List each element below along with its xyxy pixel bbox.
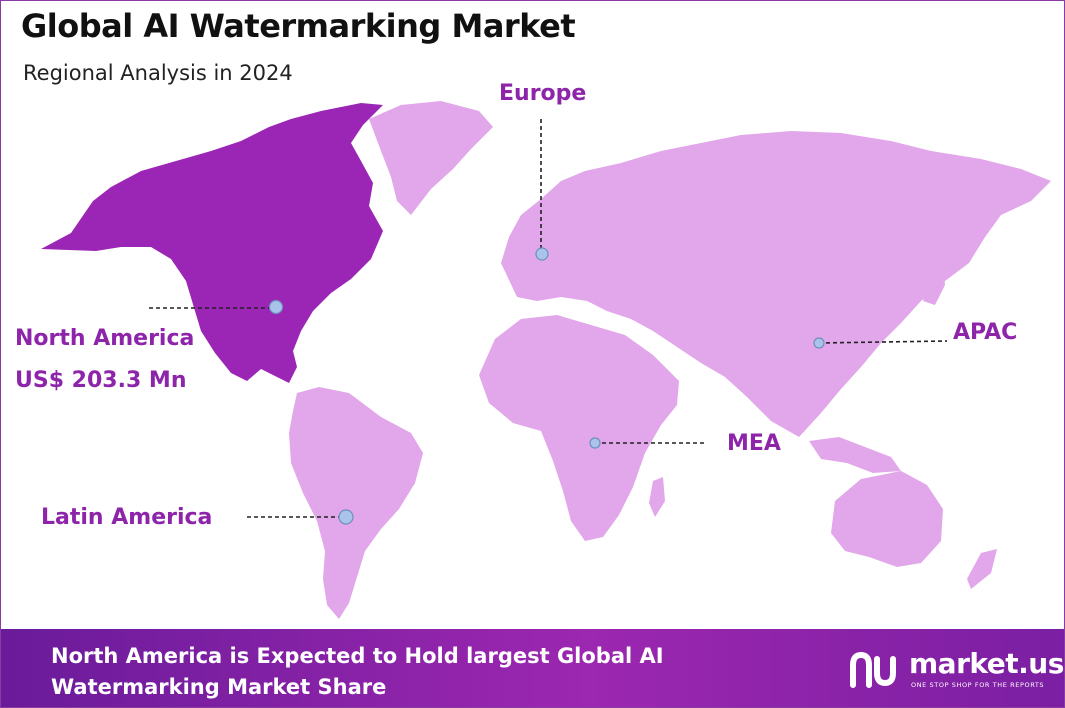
market-us-logo-icon [850, 651, 896, 688]
page-subtitle: Regional Analysis in 2024 [23, 61, 293, 85]
apac-marker [813, 337, 825, 349]
mea-label: MEA [727, 431, 781, 456]
africa-region [479, 315, 679, 541]
mea-marker [589, 437, 601, 449]
latin-america-marker [338, 509, 354, 525]
japan-region [923, 263, 945, 305]
europe-marker [535, 247, 549, 261]
apac-label: APAC [953, 320, 1018, 345]
north-america-marker [268, 299, 284, 315]
greenland-region [369, 101, 493, 215]
europe-label: Europe [499, 81, 587, 106]
apac-connector [818, 340, 948, 344]
north-america-value: US$ 203.3 Mn [15, 368, 187, 393]
new-zealand-region [967, 549, 997, 589]
latin-america-region [289, 387, 423, 619]
north-america-label: North America [15, 326, 195, 351]
logo-tagline: ONE STOP SHOP FOR THE REPORTS [911, 681, 1045, 689]
north-america-region [41, 103, 383, 383]
latin-america-label: Latin America [41, 505, 213, 530]
footer-banner: North America is Expected to Hold larges… [1, 629, 1064, 707]
market-us-logo: market.us ONE STOP SHOP FOR THE REPORTS [849, 645, 1064, 695]
madagascar-region [649, 477, 665, 517]
page-title: Global AI Watermarking Market [21, 7, 576, 45]
se-asia-islands-region [809, 437, 901, 473]
footer-message: North America is Expected to Hold larges… [51, 644, 664, 699]
australia-region [831, 471, 943, 567]
eurasia-region [501, 131, 1051, 437]
logo-wordmark: market.us [909, 647, 1064, 680]
world-map [41, 101, 1051, 619]
